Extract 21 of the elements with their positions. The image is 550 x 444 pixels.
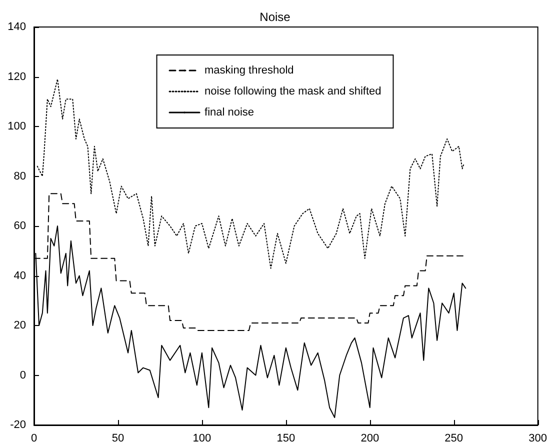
y-tick-label: 40 [14,270,26,282]
y-tick-label: 120 [8,70,26,83]
x-tick-label: 300 [528,432,548,444]
y-tick-label: 80 [14,170,26,182]
x-tick-label: 50 [112,432,124,444]
x-tick-label: 0 [30,432,38,444]
y-tick-label: 0 [20,369,26,382]
x-tick-label: 150 [276,432,296,444]
y-tick-label: 60 [14,220,26,232]
x-tick-label: 250 [444,432,464,444]
legend-label: masking threshold [204,64,294,76]
y-tick-label: 140 [8,21,26,33]
x-tick-label: 200 [360,432,380,444]
y-tick-label: 20 [14,320,26,332]
legend-label: final noise [204,106,254,118]
chart-title: Noise [260,10,291,24]
legend-label: noise following the mask and shifted [204,86,382,98]
y-tick-label: -20 [10,419,26,431]
y-tick-label: 100 [8,120,26,132]
line-series [36,78,464,269]
x-tick-label: 100 [192,432,212,444]
